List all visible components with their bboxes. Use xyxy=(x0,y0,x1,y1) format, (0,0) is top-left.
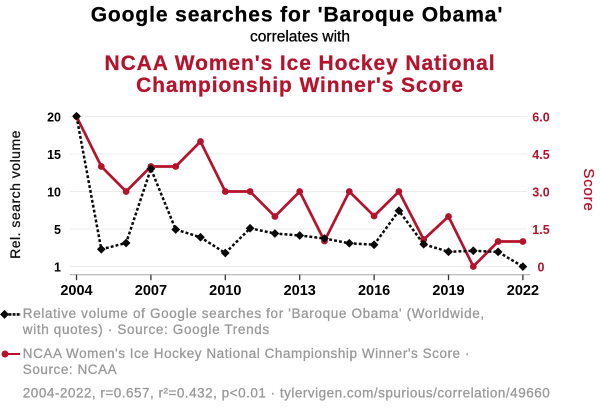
svg-text:NCAA Women's Ice Hockey Nation: NCAA Women's Ice Hockey National Champio… xyxy=(23,346,470,361)
svg-text:20: 20 xyxy=(47,111,61,125)
svg-text:2007: 2007 xyxy=(135,283,167,299)
svg-text:Score: Score xyxy=(580,168,597,211)
svg-text:2016: 2016 xyxy=(358,283,390,299)
svg-text:Google searches for 'Baroque O: Google searches for 'Baroque Obama' xyxy=(91,3,504,26)
svg-text:Rel. search volume: Rel. search volume xyxy=(7,130,23,259)
svg-text:2004-2022, r=0.657, r²=0.432,: 2004-2022, r=0.657, r²=0.432, p<0.01 · t… xyxy=(23,386,550,401)
svg-text:5: 5 xyxy=(54,223,61,237)
svg-text:2004: 2004 xyxy=(60,283,92,299)
svg-text:Relative volume of Google sear: Relative volume of Google searches for '… xyxy=(23,306,485,321)
svg-text:2022: 2022 xyxy=(507,283,539,299)
svg-text:2013: 2013 xyxy=(284,283,316,299)
svg-text:NCAA Women's Ice Hockey Nation: NCAA Women's Ice Hockey National xyxy=(105,52,496,75)
svg-text:4.5: 4.5 xyxy=(532,148,549,162)
svg-text:10: 10 xyxy=(47,186,61,200)
svg-text:6.0: 6.0 xyxy=(532,111,549,125)
svg-text:15: 15 xyxy=(47,148,61,162)
svg-text:Source: NCAA: Source: NCAA xyxy=(23,362,117,377)
svg-text:Championship Winner's Score: Championship Winner's Score xyxy=(136,74,464,97)
svg-text:1: 1 xyxy=(54,261,61,275)
svg-text:with quotes) · Source: Google: with quotes) · Source: Google Trends xyxy=(22,322,270,337)
svg-text:3.0: 3.0 xyxy=(532,186,549,200)
svg-text:2019: 2019 xyxy=(432,283,464,299)
svg-text:1.5: 1.5 xyxy=(532,223,549,237)
svg-text:0: 0 xyxy=(538,261,545,275)
svg-text:correlates with: correlates with xyxy=(250,28,350,45)
svg-text:2010: 2010 xyxy=(209,283,241,299)
